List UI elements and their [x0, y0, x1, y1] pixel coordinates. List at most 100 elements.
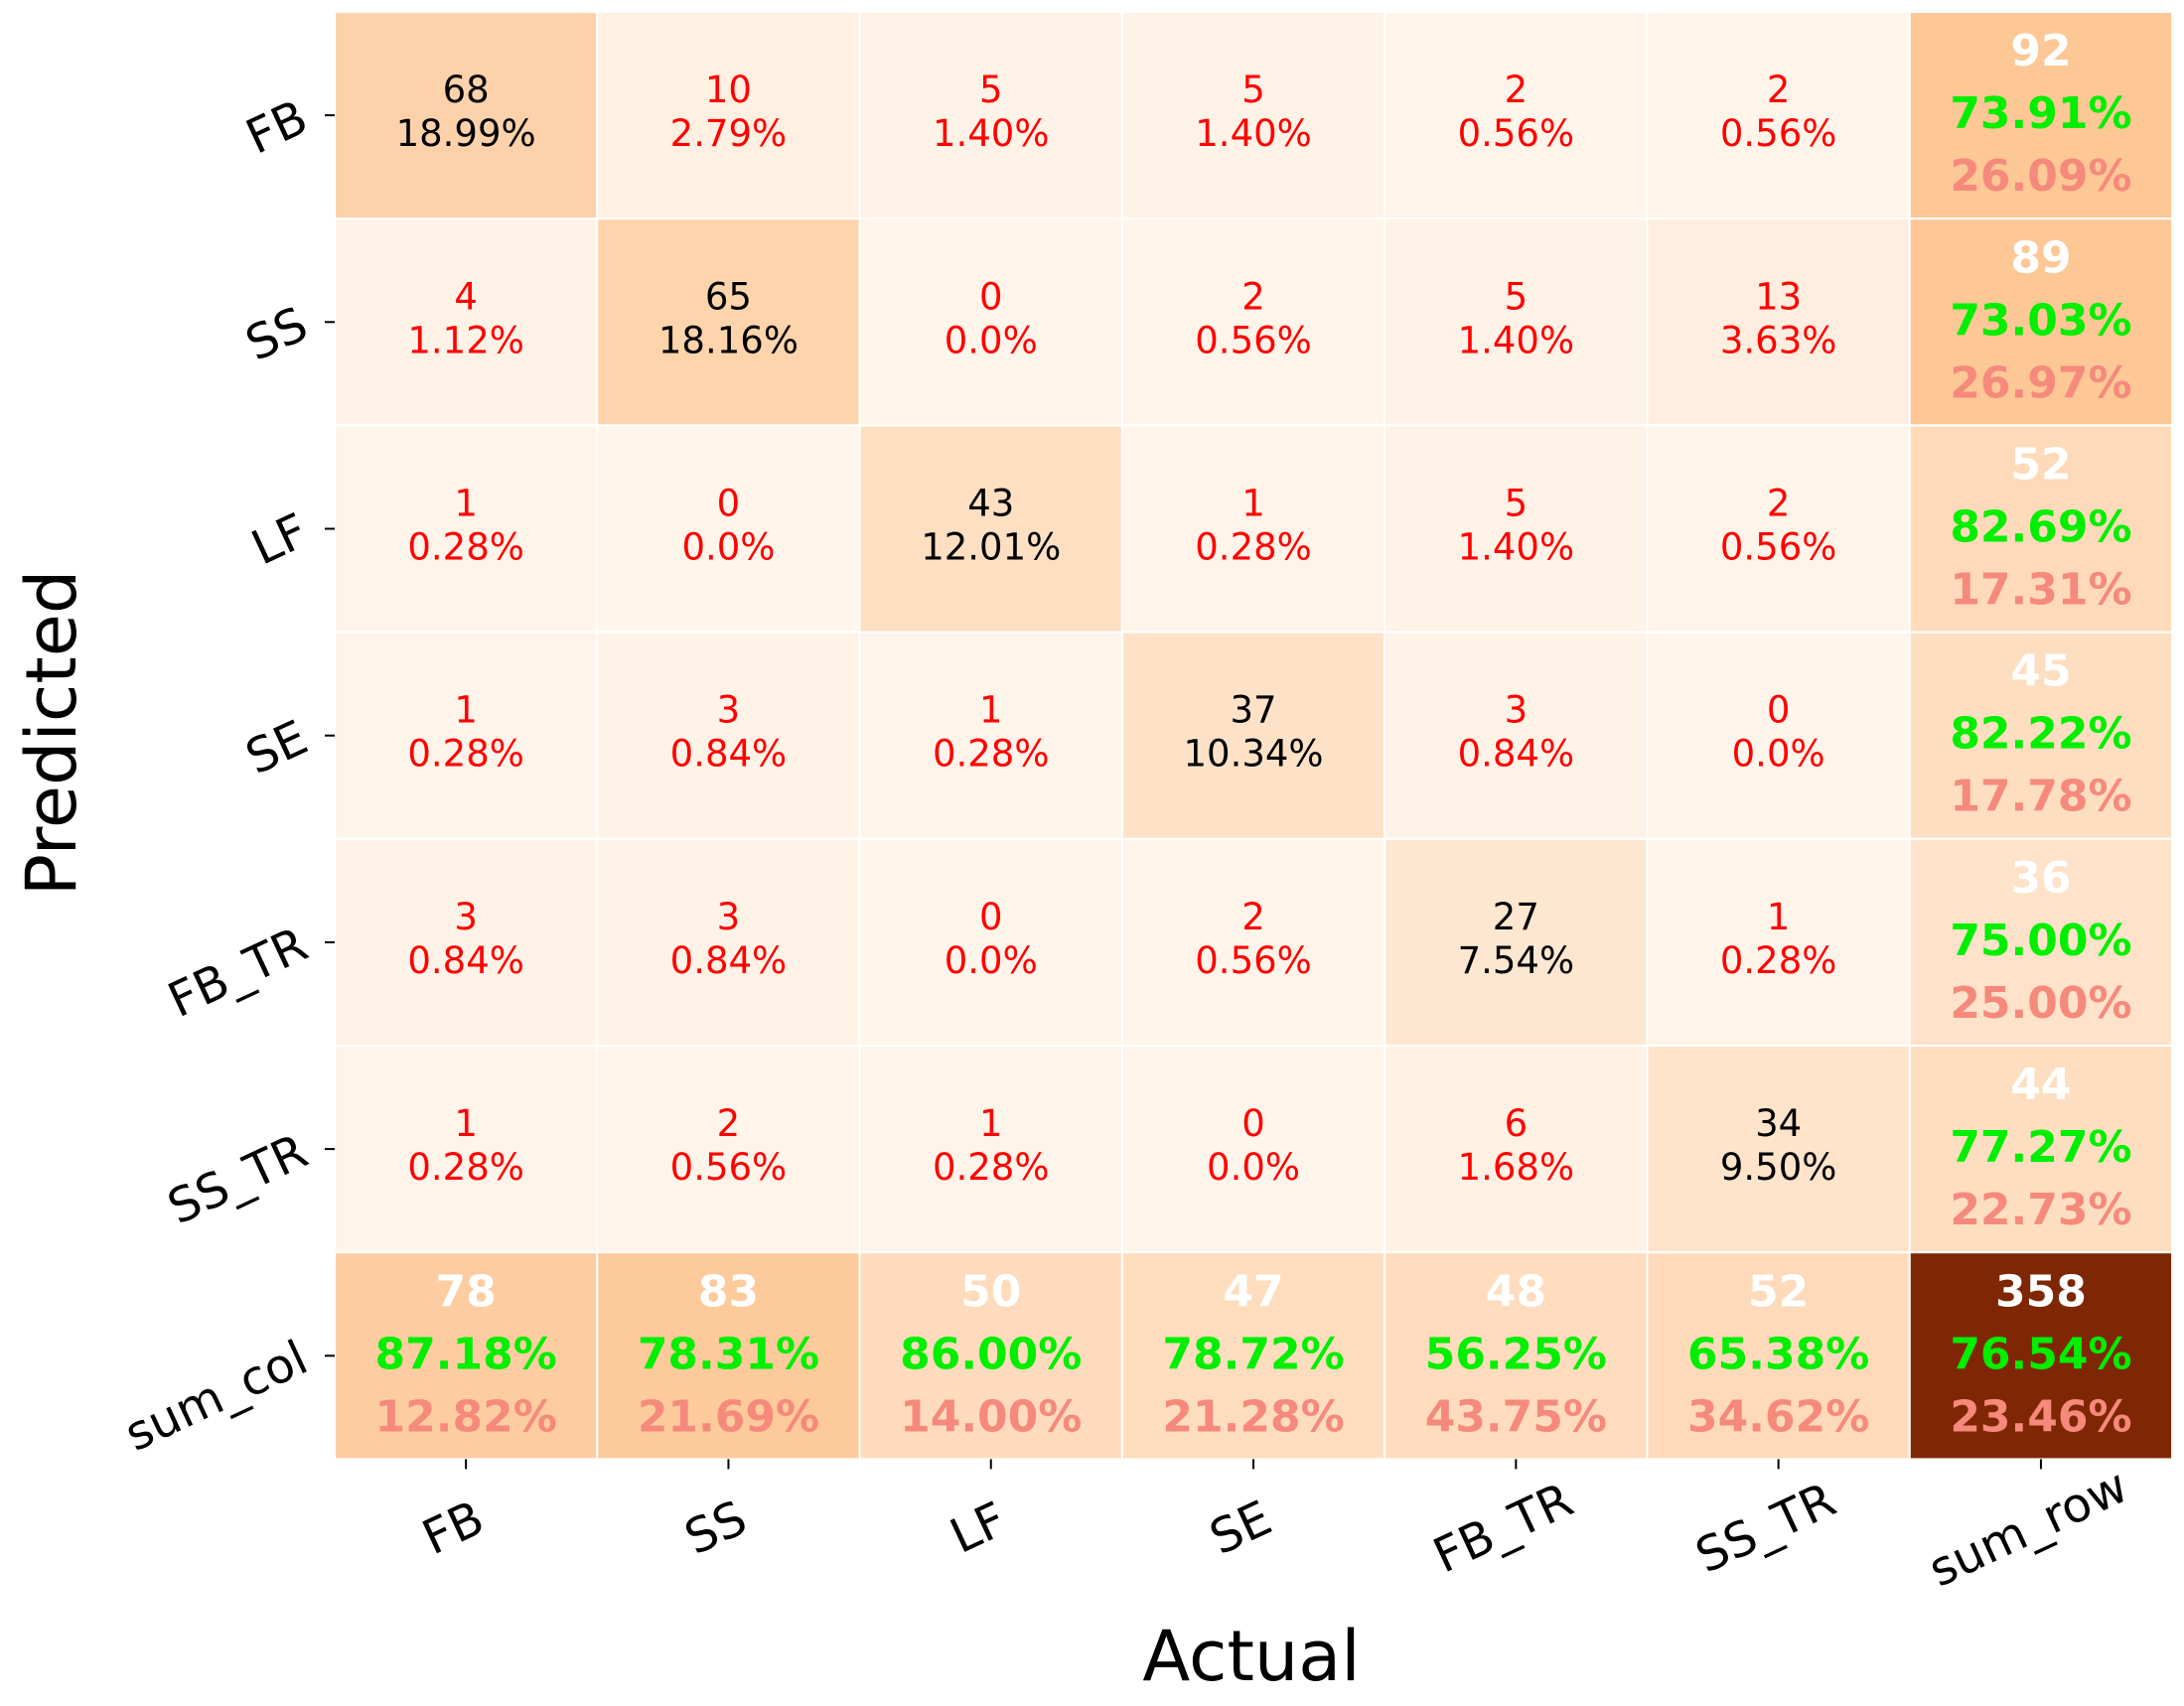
sum-error-label: 26.09% — [1950, 151, 2131, 202]
cell-count-label: 68 — [443, 69, 490, 111]
cell-count-label: 1 — [454, 483, 478, 525]
cell-count-label: 1 — [1241, 483, 1265, 525]
heatmap-cell — [334, 1045, 599, 1254]
sum-total-label: 92 — [2010, 26, 2071, 76]
sum-error-label: 17.31% — [1950, 565, 2131, 616]
sum-correct-label: 73.91% — [1950, 88, 2131, 139]
cell-count-label: 5 — [1505, 483, 1529, 525]
sum-total-label: 89 — [2010, 232, 2071, 283]
heatmap-cell — [1120, 631, 1386, 840]
sum-correct-label: 78.72% — [1162, 1329, 1344, 1379]
heatmap-cell — [1383, 424, 1649, 634]
x-axis-label: Actual — [1142, 1616, 1360, 1697]
cell-percent-label: 0.28% — [1720, 939, 1837, 982]
heatmap-cell — [858, 217, 1123, 427]
cell-percent-label: 0.0% — [681, 526, 775, 569]
cell-count-label: 27 — [1493, 896, 1539, 938]
heatmap-cell — [1908, 217, 2174, 427]
cell-count-label: 2 — [1505, 69, 1529, 111]
x-tick-label: sum_row — [1921, 1458, 2136, 1598]
sum-total-label: 83 — [698, 1266, 759, 1317]
sum-error-label: 25.00% — [1950, 978, 2131, 1029]
cell-count-label: 1 — [979, 1102, 1003, 1145]
heatmap-cell — [334, 424, 599, 634]
heatmap-cell — [858, 11, 1123, 220]
sum-correct-label: 65.38% — [1687, 1329, 1869, 1379]
cell-percent-label: 0.28% — [407, 733, 524, 776]
cell-count-label: 0 — [979, 896, 1003, 938]
cell-count-label: 65 — [705, 275, 752, 318]
heatmap-cell-labels: 6818.99%102.79%51.40%51.40%20.56%20.56%9… — [375, 26, 2132, 1442]
sum-error-label: 26.97% — [1950, 357, 2131, 408]
heatmap-cell — [858, 1045, 1123, 1254]
sum-error-label: 12.82% — [375, 1391, 557, 1442]
cell-percent-label: 0.84% — [1458, 733, 1575, 776]
sum-total-label: 44 — [2010, 1060, 2071, 1110]
heatmap-cell — [858, 424, 1123, 634]
cell-count-label: 2 — [1241, 275, 1265, 318]
x-tick-label: LF — [943, 1492, 1015, 1565]
cell-count-label: 3 — [717, 896, 741, 938]
cell-count-label: 2 — [1767, 483, 1791, 525]
heatmap-cell — [1120, 11, 1386, 220]
cell-percent-label: 3.63% — [1720, 319, 1837, 361]
cell-percent-label: 0.28% — [933, 1146, 1050, 1189]
cell-count-label: 5 — [1241, 69, 1265, 111]
cell-percent-label: 1.68% — [1458, 1146, 1575, 1189]
sum-correct-label: 82.69% — [1950, 502, 2131, 553]
heatmap-cell — [1383, 1045, 1649, 1254]
y-tick-label: SS — [237, 296, 316, 372]
heatmap-cell — [1383, 11, 1649, 220]
heatmap-cell — [596, 11, 861, 220]
y-tick-label: FB — [238, 89, 317, 165]
heatmap-cell — [1908, 1251, 2174, 1461]
x-tick-label: SS — [676, 1491, 755, 1567]
x-tick-label: SS_TR — [1687, 1472, 1843, 1584]
heatmap-cell — [334, 631, 599, 840]
sum-error-label: 43.75% — [1425, 1391, 1607, 1442]
cell-count-label: 0 — [1767, 689, 1791, 732]
heatmap-cell — [334, 1251, 599, 1461]
y-tick-label: sum_col — [116, 1330, 316, 1462]
heatmap-cell — [1908, 837, 2174, 1047]
heatmap-cell — [1646, 11, 1911, 220]
cell-percent-label: 7.54% — [1458, 939, 1575, 982]
heatmap-cell — [1908, 631, 2174, 840]
sum-correct-label: 76.54% — [1950, 1329, 2131, 1379]
y-axis-label: Predicted — [11, 570, 92, 897]
heatmap-cell — [1646, 424, 1911, 634]
x-tick-label: SE — [1202, 1491, 1280, 1566]
cell-count-label: 3 — [717, 689, 741, 732]
cell-count-label: 5 — [1505, 275, 1529, 318]
heatmap-cells — [334, 11, 2174, 1461]
sum-correct-label: 87.18% — [375, 1329, 557, 1379]
cell-count-label: 3 — [1505, 689, 1529, 732]
heatmap-cell — [1646, 631, 1911, 840]
sum-error-label: 14.00% — [900, 1391, 1082, 1442]
cell-percent-label: 1.40% — [1458, 526, 1575, 569]
cell-percent-label: 10.34% — [1184, 733, 1324, 776]
cell-count-label: 2 — [1767, 69, 1791, 111]
cell-count-label: 2 — [717, 1102, 741, 1145]
heatmap-cell — [1646, 1251, 1911, 1461]
cell-percent-label: 0.28% — [1195, 526, 1312, 569]
sum-correct-label: 75.00% — [1950, 916, 2131, 966]
sum-total-label: 358 — [1995, 1266, 2087, 1317]
sum-total-label: 52 — [2010, 440, 2071, 491]
sum-correct-label: 77.27% — [1950, 1122, 2131, 1173]
cell-percent-label: 1.40% — [1458, 319, 1575, 361]
cell-percent-label: 0.56% — [1720, 526, 1837, 569]
sum-total-label: 47 — [1223, 1266, 1283, 1317]
y-tick-label: LF — [243, 503, 316, 577]
cell-percent-label: 0.56% — [1458, 112, 1575, 155]
cell-count-label: 0 — [717, 483, 741, 525]
heatmap-cell — [1383, 1251, 1649, 1461]
cell-percent-label: 0.56% — [1195, 319, 1312, 361]
cell-count-label: 1 — [454, 689, 478, 732]
cell-percent-label: 1.40% — [1195, 112, 1312, 155]
heatmap-cell — [1383, 217, 1649, 427]
cell-percent-label: 18.99% — [396, 112, 536, 155]
cell-count-label: 5 — [979, 69, 1003, 111]
